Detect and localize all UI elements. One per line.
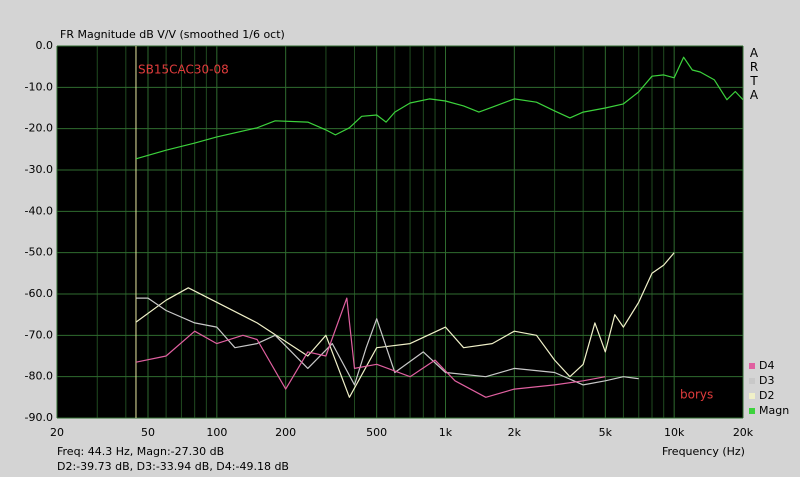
x-tick-label: 100 bbox=[206, 426, 227, 439]
plot-area bbox=[57, 46, 743, 418]
series-line bbox=[135, 297, 606, 398]
series-line bbox=[135, 252, 675, 398]
footer-line: Freq: 44.3 Hz, Magn:-27.30 dB bbox=[57, 445, 224, 458]
annotation: borys bbox=[680, 388, 713, 402]
y-tick-label: -80.0 bbox=[25, 370, 53, 383]
x-tick-label: 200 bbox=[275, 426, 296, 439]
x-tick-label: 20k bbox=[733, 426, 754, 439]
legend-swatch bbox=[749, 378, 755, 384]
y-tick-label: -10.0 bbox=[25, 80, 53, 93]
y-tick-label: -90.0 bbox=[25, 411, 53, 424]
series-line bbox=[135, 56, 743, 160]
legend-label: Magn bbox=[759, 404, 789, 417]
x-tick-label: 2k bbox=[508, 426, 522, 439]
x-tick-label: 500 bbox=[366, 426, 387, 439]
y-tick-label: -60.0 bbox=[25, 287, 53, 300]
series-group bbox=[135, 56, 743, 398]
x-tick-label: 10k bbox=[664, 426, 685, 439]
x-tick-label: 5k bbox=[599, 426, 613, 439]
x-tick-label: 1k bbox=[439, 426, 453, 439]
legend-swatch bbox=[749, 363, 755, 369]
y-tick-label: -40.0 bbox=[25, 204, 53, 217]
annotation: SB15CAC30-08 bbox=[138, 63, 229, 77]
legend-label: D2 bbox=[759, 389, 774, 402]
y-tick-label: -50.0 bbox=[25, 246, 53, 259]
legend-swatch bbox=[749, 408, 755, 414]
y-tick-label: 0.0 bbox=[36, 39, 54, 52]
y-tick-label: -70.0 bbox=[25, 328, 53, 341]
chart-title: FR Magnitude dB V/V (smoothed 1/6 oct) bbox=[60, 28, 285, 41]
footer-line: D2:-39.73 dB, D3:-33.94 dB, D4:-49.18 dB bbox=[57, 460, 289, 473]
y-tick-label: -30.0 bbox=[25, 163, 53, 176]
legend-label: D3 bbox=[759, 374, 774, 387]
legend-swatch bbox=[749, 393, 755, 399]
y-tick-label: -20.0 bbox=[25, 122, 53, 135]
series-line bbox=[136, 297, 639, 386]
side-label: ARTA bbox=[747, 46, 761, 102]
legend-label: D4 bbox=[759, 359, 774, 372]
x-axis-label: Frequency (Hz) bbox=[662, 445, 745, 458]
x-tick-label: 20 bbox=[50, 426, 64, 439]
x-tick-label: 50 bbox=[141, 426, 155, 439]
